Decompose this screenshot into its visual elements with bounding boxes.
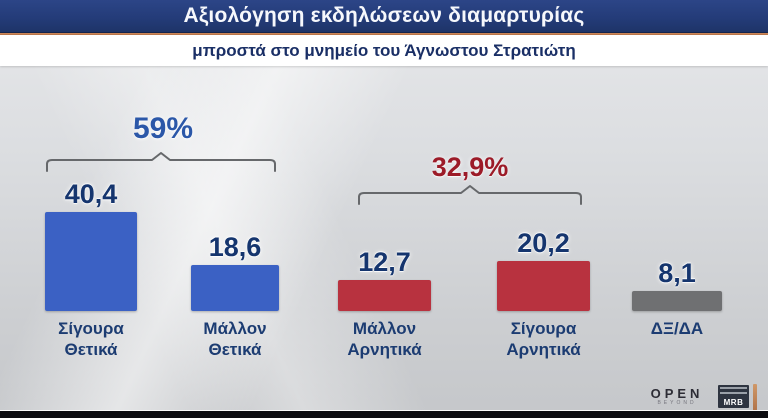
- bar: [497, 261, 590, 311]
- bar-value: 8,1: [658, 258, 696, 288]
- bar-label: Σίγουρα Θετικά: [58, 319, 124, 359]
- accent-divider: [0, 33, 768, 35]
- bar-label: Μάλλον Θετικά: [203, 319, 267, 359]
- positive-group-bracket: [46, 152, 276, 172]
- bar: [191, 265, 279, 311]
- page-title: Αξιολόγηση εκδηλώσεων διαμαρτυρίας: [183, 4, 585, 27]
- open-logo-text: OPEN: [650, 386, 704, 401]
- negative-group-total: 32,9%: [431, 152, 509, 182]
- bar-label: ΔΞ/ΔΑ: [650, 319, 704, 338]
- bar: [45, 212, 137, 311]
- bottom-black-bar: [0, 410, 768, 418]
- bar-value: 40,4: [64, 179, 118, 209]
- bar-label: Μάλλον Αρνητικά: [347, 319, 422, 359]
- subtitle-band: μπροστά στο μνημείο του Άγνωστου Στρατιώ…: [0, 35, 768, 66]
- bar-value: 18,6: [208, 232, 262, 262]
- mrb-logo: MRB: [718, 385, 749, 408]
- bar-value: 20,2: [517, 228, 570, 258]
- negative-group-bracket: [358, 185, 582, 205]
- bar-group-sigoura-thetika: 40,4 Σίγουρα Θετικά: [45, 179, 137, 359]
- bar-value: 12,7: [358, 247, 411, 277]
- open-tv-logo: OPEN BEYOND: [650, 387, 704, 406]
- page-subtitle: μπροστά στο μνημείο του Άγνωστου Στρατιώ…: [192, 40, 576, 60]
- bar: [338, 280, 431, 311]
- bar: [632, 291, 722, 311]
- title-banner: Αξιολόγηση εκδηλώσεων διαμαρτυρίας: [0, 0, 768, 33]
- bar-group-dxda: 8,1 ΔΞ/ΔΑ: [632, 258, 722, 338]
- open-logo-tagline: BEYOND: [657, 400, 697, 406]
- bar-label: Σίγουρα Αρνητικά: [506, 319, 581, 359]
- bar-group-mallon-arnitika: 12,7 Μάλλον Αρνητικά: [338, 247, 431, 359]
- positive-group-total: 59%: [132, 112, 194, 145]
- orange-accent-bar: [753, 384, 757, 411]
- bar-group-mallon-thetika: 18,6 Μάλλον Θετικά: [191, 232, 279, 359]
- mrb-logo-stripes: [720, 387, 747, 396]
- bar-group-sigoura-arnitika: 20,2 Σίγουρα Αρνητικά: [497, 228, 590, 359]
- mrb-logo-text: MRB: [723, 397, 744, 407]
